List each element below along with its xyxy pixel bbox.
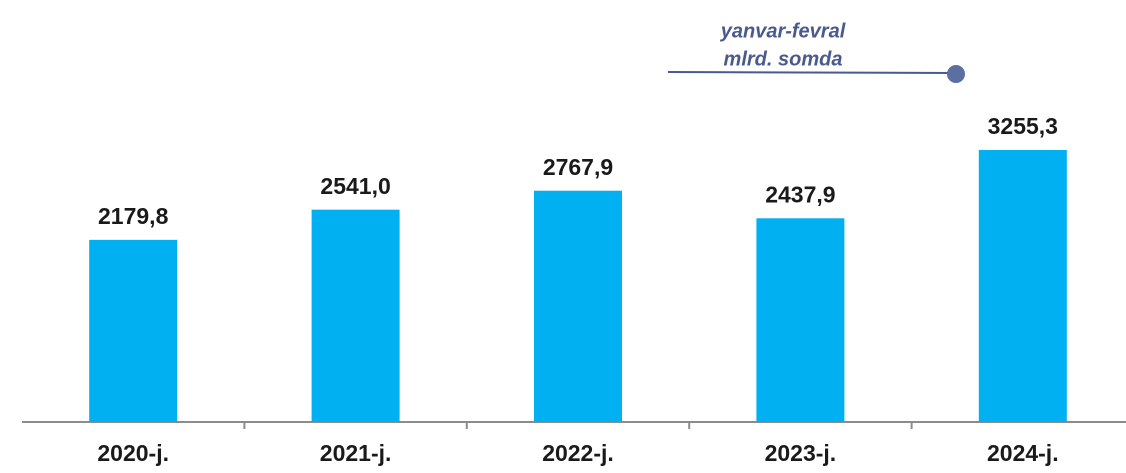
annotation-dot bbox=[947, 65, 965, 83]
annotation: mlrd. somda bbox=[724, 48, 843, 70]
annotation: yanvar-fevral bbox=[720, 20, 846, 42]
bar bbox=[311, 209, 400, 422]
value-label: 2437,9 bbox=[765, 181, 835, 207]
bar bbox=[756, 218, 845, 422]
bar bbox=[978, 150, 1067, 422]
bar bbox=[534, 190, 622, 422]
x-tick-label: 2023-j. bbox=[765, 440, 837, 466]
annotation-line bbox=[667, 71, 956, 74]
x-tick-label: 2020-j. bbox=[97, 440, 169, 466]
value-label: 2179,8 bbox=[98, 203, 169, 229]
bar bbox=[89, 239, 178, 422]
x-tick-label: 2022-j. bbox=[542, 440, 614, 466]
value-label: 2541,0 bbox=[320, 173, 390, 199]
value-label: 2767,9 bbox=[543, 154, 613, 180]
value-label: 3255,3 bbox=[988, 113, 1058, 139]
x-tick-label: 2024-j. bbox=[987, 440, 1059, 466]
x-tick-label: 2021-j. bbox=[320, 440, 392, 466]
